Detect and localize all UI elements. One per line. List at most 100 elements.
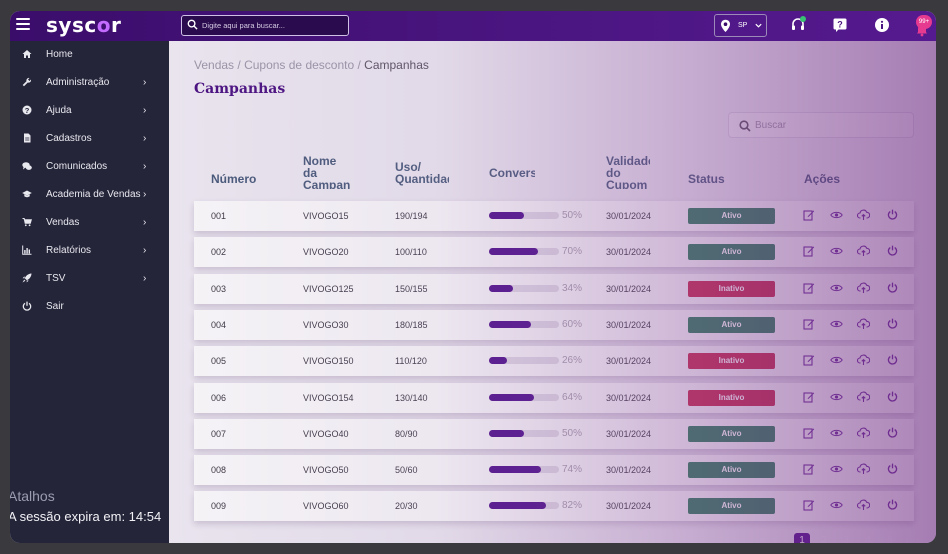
power-icon[interactable] [887, 391, 898, 402]
cell-numero: 006 [211, 392, 227, 403]
cell-uso: 50/60 [395, 465, 418, 476]
edit-icon[interactable] [803, 318, 815, 330]
eye-icon[interactable] [830, 427, 843, 439]
cloud-upload-icon[interactable] [857, 209, 870, 221]
edit-icon[interactable] [803, 245, 815, 257]
power-icon[interactable] [887, 282, 898, 293]
status-badge: Ativo [688, 498, 775, 515]
eye-icon[interactable] [830, 354, 843, 366]
cloud-upload-icon[interactable] [857, 499, 870, 511]
global-search[interactable] [181, 15, 349, 36]
pagination-page-3[interactable]: 3 [843, 535, 849, 543]
sidebar-item-tsv[interactable]: TSV › [10, 269, 169, 289]
eye-icon[interactable] [830, 318, 843, 330]
table-row[interactable]: 007 VIVOGO40 80/90 50% 30/01/2024 Ativo [194, 418, 914, 449]
eye-icon[interactable] [830, 499, 843, 511]
table-row[interactable]: 002 VIVOGO20 100/110 70% 30/01/2024 Ativ… [194, 237, 914, 268]
header-status[interactable]: Status [688, 173, 725, 185]
power-icon[interactable] [887, 209, 898, 220]
eye-icon[interactable] [830, 391, 843, 403]
table-row[interactable]: 001 VIVOGO15 190/194 50% 30/01/2024 Ativ… [194, 201, 914, 231]
edit-icon[interactable] [803, 282, 815, 294]
table-row[interactable]: 006 VIVOGO154 130/140 64% 30/01/2024 Ina… [194, 382, 914, 413]
table-row[interactable]: 008 VIVOGO50 50/60 74% 30/01/2024 Ativo [194, 455, 914, 486]
power-icon[interactable] [887, 245, 898, 256]
power-icon[interactable] [887, 463, 898, 474]
table-row[interactable]: 005 VIVOGO150 110/120 26% 30/01/2024 Ina… [194, 346, 914, 377]
table-search[interactable] [728, 112, 914, 138]
eye-icon[interactable] [830, 282, 843, 294]
cell-nome: VIVOGO154 [303, 392, 354, 403]
app-logo[interactable]: syscor [46, 13, 122, 37]
cell-numero: 002 [211, 247, 227, 258]
cell-uso: 110/120 [395, 356, 427, 367]
edit-icon[interactable] [803, 499, 815, 511]
global-search-input[interactable] [202, 18, 342, 33]
header-conversao[interactable]: Conversão [489, 167, 535, 180]
sidebar-item-sair[interactable]: Sair [10, 297, 169, 317]
edit-icon[interactable] [803, 354, 815, 366]
breadcrumb-cupons[interactable]: Cupons de desconto / [244, 58, 361, 72]
eye-icon[interactable] [830, 209, 843, 221]
chevron-right-icon: › [143, 161, 147, 172]
breadcrumb-vendas[interactable]: Vendas / [194, 58, 241, 72]
sidebar-item-vendas[interactable]: Vendas › [10, 213, 169, 233]
power-icon[interactable] [887, 427, 898, 438]
chevron-right-icon: › [143, 217, 147, 228]
header-nome[interactable]: Nome da Campanha [303, 155, 351, 189]
sidebar-item-label: Comunicados [46, 161, 108, 172]
cell-validade: 30/01/2024 [606, 465, 652, 476]
region-select[interactable]: SP [714, 14, 767, 37]
pagination-prev[interactable]: ‹ [773, 535, 777, 543]
sidebar-item-administracao[interactable]: Administração › [10, 73, 169, 93]
cloud-upload-icon[interactable] [857, 427, 870, 439]
pagination-page-5[interactable]: 5 [887, 535, 893, 543]
table-row[interactable]: 003 VIVOGO125 150/155 34% 30/01/2024 Ina… [194, 273, 914, 304]
table-search-input[interactable] [755, 118, 905, 133]
eye-icon[interactable] [830, 245, 843, 257]
cloud-upload-icon[interactable] [857, 282, 870, 294]
pagination-last[interactable]: » [916, 535, 922, 543]
home-icon [22, 50, 32, 58]
sidebar-item-relatorios[interactable]: Relatórios › [10, 241, 169, 261]
status-badge: Ativo [688, 316, 775, 333]
edit-icon[interactable] [803, 463, 815, 475]
help-icon[interactable]: ? [832, 17, 848, 33]
cell-validade: 30/01/2024 [606, 247, 652, 258]
pagination-page-1[interactable]: 1 [794, 533, 810, 543]
cloud-upload-icon[interactable] [857, 391, 870, 403]
sidebar-item-cadastros[interactable]: Cadastros › [10, 129, 169, 149]
edit-icon[interactable] [803, 427, 815, 439]
hamburger-icon[interactable] [16, 18, 30, 32]
power-icon[interactable] [887, 318, 898, 329]
bar-chart-icon [22, 245, 32, 255]
pagination-page-4[interactable]: 4 [865, 535, 871, 543]
table-row[interactable]: 004 VIVOGO30 180/185 60% 30/01/2024 Ativ… [194, 309, 914, 340]
online-indicator [800, 16, 806, 22]
eye-icon[interactable] [830, 463, 843, 475]
header-validade[interactable]: Validade do Cupom [606, 155, 650, 189]
headset-icon[interactable] [790, 17, 806, 33]
cloud-upload-icon[interactable] [857, 354, 870, 366]
info-icon[interactable] [874, 17, 890, 33]
sidebar-item-home[interactable]: Home [10, 45, 169, 65]
power-icon[interactable] [887, 499, 898, 510]
cloud-upload-icon[interactable] [857, 463, 870, 475]
header-uso[interactable]: Uso/ Quantidade [395, 161, 449, 186]
pagination-page-2[interactable]: 2 [821, 535, 827, 543]
cloud-upload-icon[interactable] [857, 245, 870, 257]
table-row[interactable]: 009 VIVOGO60 20/30 82% 30/01/2024 Ativo [194, 491, 914, 522]
cell-conversao: 82% [562, 500, 583, 512]
sidebar-item-label: TSV [46, 273, 66, 284]
power-icon[interactable] [887, 354, 898, 365]
sidebar-item-label: Sair [46, 301, 64, 312]
cell-uso: 130/140 [395, 392, 428, 403]
edit-icon[interactable] [803, 391, 815, 403]
header-numero[interactable]: Número [211, 173, 257, 185]
sidebar-item-ajuda[interactable]: ? Ajuda › [10, 101, 169, 121]
cloud-upload-icon[interactable] [857, 318, 870, 330]
sidebar-item-comunicados[interactable]: Comunicados › [10, 157, 169, 177]
chevron-right-icon: › [143, 77, 147, 88]
sidebar-item-academia-de-vendas[interactable]: Academia de Vendas › [10, 185, 169, 205]
edit-icon[interactable] [803, 209, 815, 221]
